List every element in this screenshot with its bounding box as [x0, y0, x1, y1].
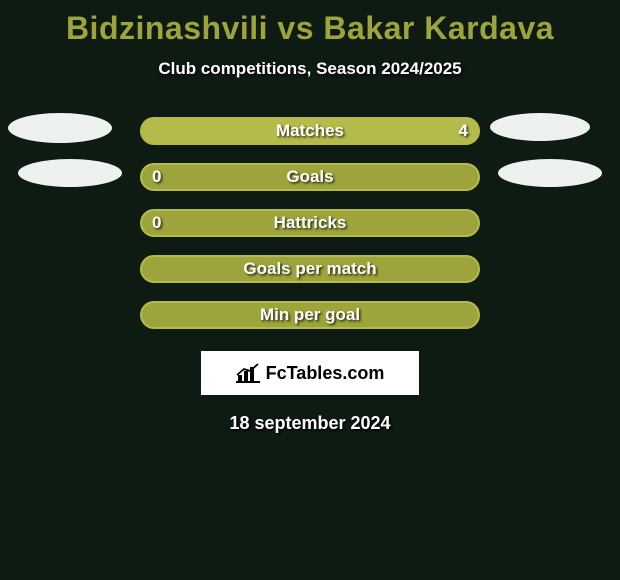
stat-bar [140, 163, 480, 191]
stat-row: Min per goal [0, 301, 620, 329]
bar-chart-icon [236, 363, 260, 383]
stat-bar [140, 255, 480, 283]
left-logo-placeholder [8, 113, 112, 143]
comparison-card: Bidzinashvili vs Bakar Kardava Club comp… [0, 0, 620, 580]
stat-row: Hattricks0 [0, 209, 620, 237]
stat-row: Goals0 [0, 163, 620, 191]
stat-bar [140, 301, 480, 329]
page-title: Bidzinashvili vs Bakar Kardava [0, 0, 620, 47]
page-date: 18 september 2024 [0, 413, 620, 434]
stat-bar-fill [142, 119, 478, 143]
stat-rows: Matches4 Goals0 Hattricks0 Goals per match M… [0, 117, 620, 329]
page-subtitle: Club competitions, Season 2024/2025 [0, 59, 620, 79]
stat-bar [140, 209, 480, 237]
stat-row: Matches4 [0, 117, 620, 145]
right-logo-placeholder [490, 113, 590, 141]
stat-bar [140, 117, 480, 145]
brand-text: FcTables.com [266, 363, 385, 384]
left-logo-placeholder [18, 159, 122, 187]
right-logo-placeholder [498, 159, 602, 187]
brand-box[interactable]: FcTables.com [201, 351, 419, 395]
stat-row: Goals per match [0, 255, 620, 283]
